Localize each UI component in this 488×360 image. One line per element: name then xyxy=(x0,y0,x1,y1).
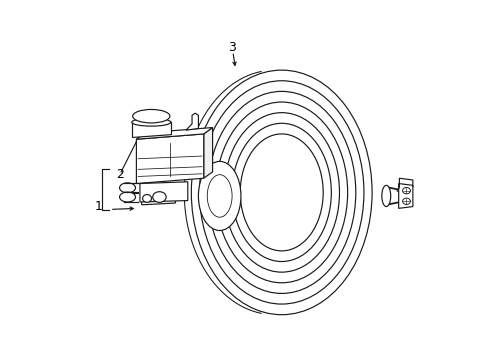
Ellipse shape xyxy=(152,192,166,202)
Ellipse shape xyxy=(132,109,169,123)
Polygon shape xyxy=(136,134,203,184)
Polygon shape xyxy=(203,127,212,178)
Ellipse shape xyxy=(119,192,135,202)
Polygon shape xyxy=(140,182,187,202)
Ellipse shape xyxy=(132,118,170,126)
Polygon shape xyxy=(132,122,171,138)
Ellipse shape xyxy=(381,185,390,207)
Text: 2: 2 xyxy=(116,168,123,181)
Ellipse shape xyxy=(402,188,409,194)
Ellipse shape xyxy=(191,70,371,315)
Polygon shape xyxy=(185,113,198,130)
Ellipse shape xyxy=(402,198,409,204)
Text: 3: 3 xyxy=(228,41,236,54)
Text: 1: 1 xyxy=(94,200,102,213)
Ellipse shape xyxy=(119,183,135,193)
Polygon shape xyxy=(142,189,177,205)
Polygon shape xyxy=(136,127,212,139)
Ellipse shape xyxy=(198,161,241,230)
Polygon shape xyxy=(398,184,412,208)
Ellipse shape xyxy=(142,194,151,202)
